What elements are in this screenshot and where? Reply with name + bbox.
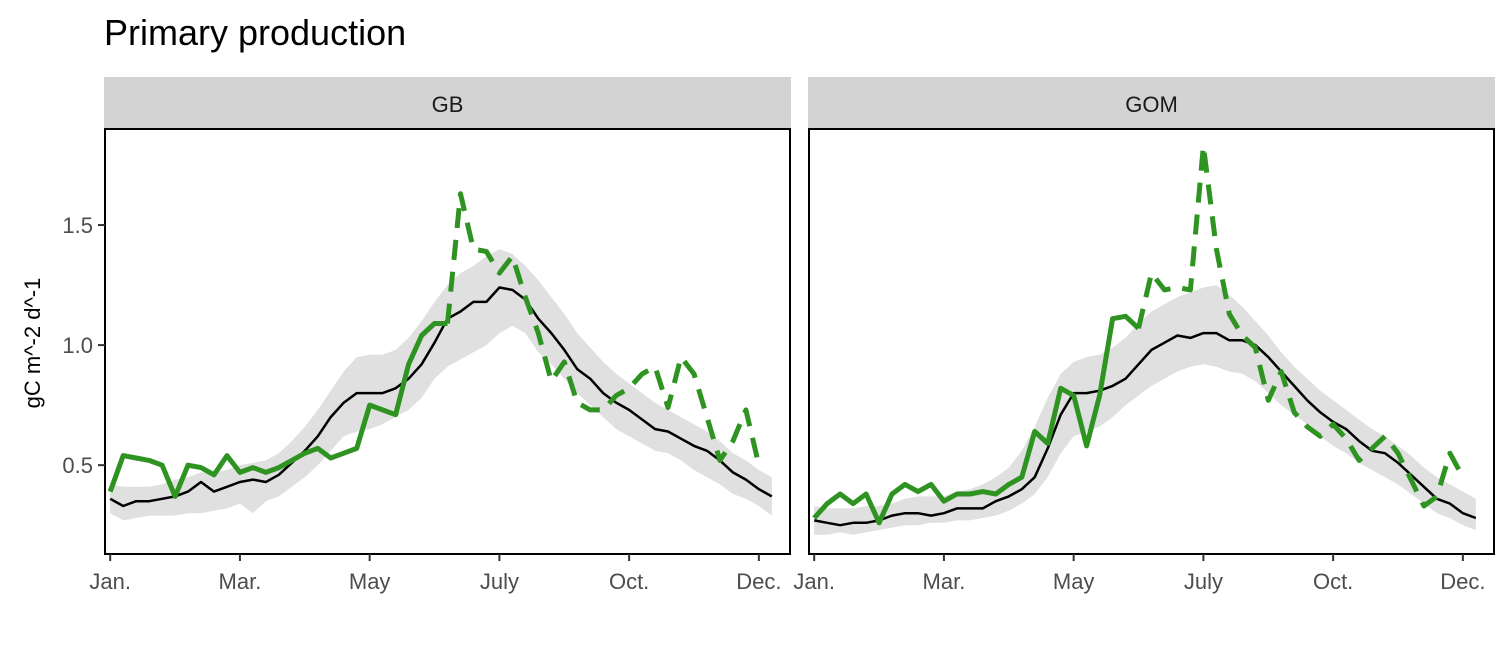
y-tick-label: 1.5: [62, 213, 93, 238]
y-axis-title: gC m^-2 d^-1: [20, 278, 45, 409]
mean-line-gb: [109, 286, 773, 508]
x-tick-label-gom: May: [1053, 569, 1095, 594]
x-tick-label-gb: Oct.: [609, 569, 649, 594]
band-gb: [110, 249, 772, 521]
observed-solid-gb: [107, 321, 448, 499]
panel-border-gom: [808, 128, 1495, 555]
strip-gb: [104, 77, 791, 129]
x-tick-label-gom: Dec.: [1440, 569, 1485, 594]
x-tick-label-gom: Mar.: [923, 569, 966, 594]
panel-border-gb: [104, 128, 791, 555]
x-tick-label-gom: Oct.: [1313, 569, 1353, 594]
x-tick-label-gom: July: [1184, 569, 1223, 594]
y-tick-label: 1.0: [62, 333, 93, 358]
strip-label-gom: GOM: [1125, 92, 1178, 117]
panel-gb: GB Jan. Mar. May July Oct. Dec. 0.5 1.0 1.5: [62, 77, 791, 594]
observed-dashed-gb: [445, 191, 762, 466]
band-gom: [814, 285, 1476, 535]
x-tick-label-gb: Mar.: [219, 569, 262, 594]
facet-panels: GB Jan. Mar. May July Oct. Dec. 0.5 1.0 1.5 GOM Jan…: [62, 77, 1495, 594]
x-tick-label-gb: May: [349, 569, 391, 594]
panel-gom: GOM Jan. Mar. May July Oct. Dec.: [793, 77, 1495, 594]
mean-line-gom: [813, 331, 1477, 527]
y-tick-label: 0.5: [62, 453, 93, 478]
observed-solid-gom: [812, 313, 1141, 526]
observed-dashed-gom: [1136, 143, 1466, 509]
x-tick-label-gom: Jan.: [793, 569, 835, 594]
chart-title: Primary production: [104, 12, 406, 53]
x-tick-label-gb: July: [480, 569, 519, 594]
x-tick-label-gb: Jan.: [89, 569, 131, 594]
strip-label-gb: GB: [432, 92, 464, 117]
strip-gom: [808, 77, 1495, 129]
x-tick-label-gb: Dec.: [736, 569, 781, 594]
